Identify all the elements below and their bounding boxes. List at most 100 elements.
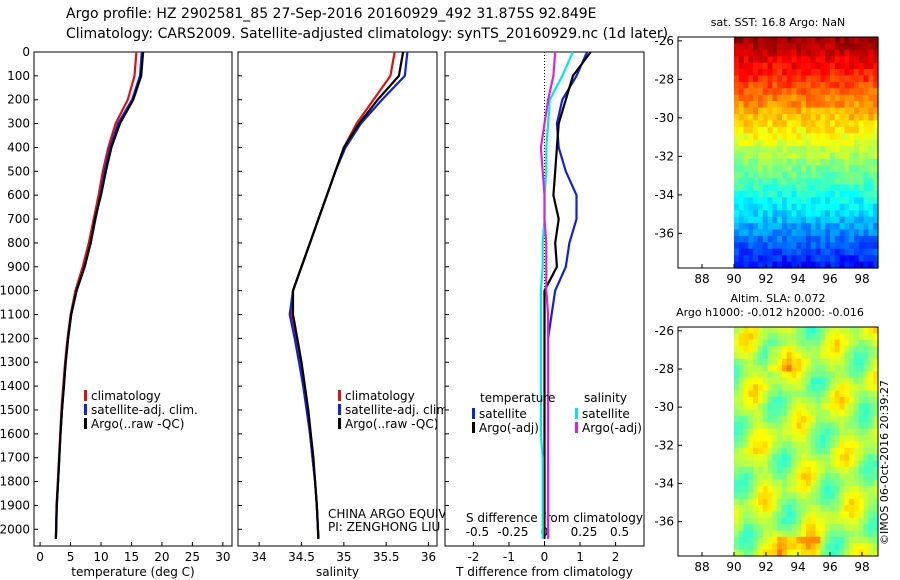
heatmap-cell bbox=[796, 49, 802, 57]
heatmap-cell bbox=[758, 229, 764, 237]
heatmap-cell bbox=[834, 107, 841, 115]
heatmap-cell bbox=[844, 390, 850, 398]
heatmap-cell bbox=[758, 203, 764, 211]
heatmap-cell bbox=[810, 210, 817, 218]
heatmap-cell bbox=[734, 75, 740, 83]
heatmap-cell bbox=[767, 327, 773, 334]
heatmap-cell bbox=[815, 479, 821, 487]
heatmap-cell bbox=[834, 377, 841, 385]
heatmap-cell bbox=[825, 94, 831, 102]
heatmap-cell bbox=[830, 416, 836, 424]
heatmap-cell bbox=[858, 492, 865, 500]
heatmap-cell bbox=[786, 223, 793, 231]
heatmap-cell bbox=[753, 479, 759, 487]
heatmap-cell bbox=[758, 498, 764, 506]
heatmap-cell bbox=[863, 75, 869, 83]
heatmap-cell bbox=[738, 409, 745, 417]
heatmap-cell bbox=[839, 447, 845, 455]
heatmap-cell bbox=[743, 346, 749, 354]
heatmap-cell bbox=[839, 158, 845, 166]
map-x-tick-label: 90 bbox=[726, 272, 741, 286]
heatmap-cell bbox=[810, 171, 817, 179]
heatmap-cell bbox=[796, 352, 802, 360]
heatmap-cell bbox=[844, 358, 850, 366]
heatmap-cell bbox=[806, 435, 812, 443]
heatmap-cell bbox=[806, 428, 812, 436]
heatmap-cell bbox=[777, 536, 783, 544]
heatmap-cell bbox=[767, 333, 773, 341]
heatmap-cell bbox=[791, 152, 797, 160]
heatmap-cell bbox=[753, 435, 759, 443]
heatmap-cell bbox=[844, 409, 850, 417]
heatmap-cell bbox=[806, 365, 812, 373]
map-y-tick-label: -34 bbox=[654, 188, 674, 202]
heatmap-cell bbox=[815, 242, 821, 250]
heatmap-cell bbox=[858, 466, 865, 474]
heatmap-cell bbox=[868, 384, 874, 392]
heatmap-cell bbox=[830, 43, 836, 51]
heatmap-cell bbox=[834, 216, 841, 224]
heatmap-cell bbox=[825, 428, 831, 436]
heatmap-cell bbox=[834, 530, 841, 538]
heatmap-cell bbox=[748, 333, 754, 341]
header-line-1: Argo profile: HZ 2902581_85 27-Sep-2016 … bbox=[66, 6, 597, 22]
heatmap-cell bbox=[762, 435, 769, 443]
heatmap-cell bbox=[734, 223, 740, 231]
heatmap-cell bbox=[748, 223, 754, 231]
heatmap-cell bbox=[810, 120, 817, 128]
heatmap-cell bbox=[844, 536, 850, 544]
map-y-tick-label: -32 bbox=[654, 149, 674, 163]
heatmap-cell bbox=[791, 460, 797, 468]
heatmap-cell bbox=[868, 62, 874, 70]
heatmap-cell bbox=[791, 43, 797, 51]
heatmap-cell bbox=[868, 229, 874, 237]
heatmap-cell bbox=[806, 479, 812, 487]
series-line-1 bbox=[543, 51, 592, 539]
heatmap-cell bbox=[868, 365, 874, 373]
heatmap-cell bbox=[849, 479, 855, 487]
heatmap-cell bbox=[762, 352, 769, 360]
heatmap-cell bbox=[772, 530, 778, 538]
heatmap-cell bbox=[815, 505, 821, 513]
heatmap-cell bbox=[748, 37, 754, 44]
heatmap-cell bbox=[753, 69, 759, 77]
heatmap-cell bbox=[743, 191, 749, 198]
heatmap-cell bbox=[738, 126, 745, 134]
heatmap-cell bbox=[854, 428, 860, 436]
heatmap-cell bbox=[815, 517, 821, 525]
annotation-line-2: PI: ZENGHONG LIU bbox=[328, 520, 440, 534]
heatmap-cell bbox=[830, 441, 836, 449]
x-axis-label: T difference from climatology bbox=[455, 565, 633, 579]
heatmap-cell bbox=[753, 466, 759, 474]
heatmap-cell bbox=[782, 62, 788, 70]
heatmap-cell bbox=[738, 371, 745, 379]
heatmap-cell bbox=[825, 158, 831, 166]
heatmap-cell bbox=[868, 346, 874, 354]
heatmap-cell bbox=[858, 43, 865, 51]
heatmap-cell bbox=[873, 210, 879, 218]
heatmap-cell bbox=[767, 197, 773, 205]
heatmap-cell bbox=[777, 75, 783, 83]
map-y-tick-label: -36 bbox=[654, 226, 674, 240]
heatmap-cell bbox=[863, 43, 869, 51]
sla-heatmap-cells bbox=[734, 327, 879, 557]
heatmap-cell bbox=[762, 75, 769, 83]
heatmap-cell bbox=[868, 409, 874, 417]
heatmap-cell bbox=[791, 49, 797, 57]
heatmap-cell bbox=[863, 517, 869, 525]
heatmap-cell bbox=[753, 384, 759, 392]
heatmap-cell bbox=[748, 120, 754, 128]
heatmap-cell bbox=[868, 524, 874, 532]
heatmap-cell bbox=[801, 242, 807, 250]
heatmap-cell bbox=[738, 403, 745, 411]
heatmap-cell bbox=[782, 197, 788, 205]
heatmap-cell bbox=[806, 94, 812, 102]
heatmap-cell bbox=[772, 69, 778, 77]
heatmap-cell bbox=[830, 377, 836, 385]
heatmap-cell bbox=[830, 223, 836, 231]
heatmap-cell bbox=[858, 530, 865, 538]
heatmap-cell bbox=[772, 62, 778, 70]
heatmap-cell bbox=[849, 371, 855, 379]
heatmap-cell bbox=[743, 384, 749, 392]
